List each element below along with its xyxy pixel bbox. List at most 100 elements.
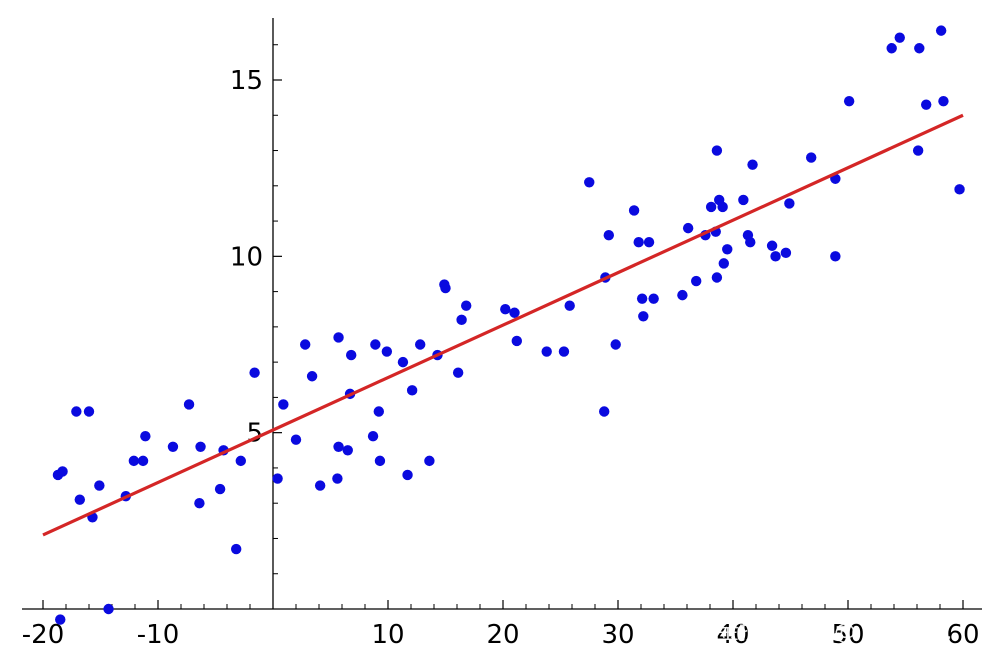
data-point: [914, 43, 925, 54]
data-point: [137, 455, 149, 467]
x-tick-label: 60: [946, 620, 979, 650]
data-point: [784, 198, 795, 209]
data-point: [314, 480, 326, 491]
data-point: [415, 339, 426, 350]
regression-line: [42, 113, 964, 537]
axes: [22, 18, 982, 610]
data-point: [272, 473, 283, 484]
data-point: [333, 441, 344, 452]
x-tick-label: 50: [831, 620, 864, 650]
data-point: [780, 247, 792, 259]
data-point: [346, 349, 357, 361]
data-point: [705, 201, 717, 213]
watermark-text: 掘金技术社区 @ 布客飞龙: [695, 620, 951, 645]
data-point: [231, 543, 242, 555]
x-tick-label: -10: [137, 620, 179, 650]
data-point: [71, 406, 82, 417]
data-point: [140, 430, 151, 442]
data-point: [511, 335, 522, 347]
y-tick-label: 5: [246, 419, 263, 449]
data-points: [52, 25, 965, 625]
data-point: [424, 455, 435, 467]
data-point: [747, 159, 758, 170]
data-point: [633, 237, 644, 248]
data-point: [610, 339, 621, 350]
data-point: [711, 272, 723, 283]
data-point: [94, 480, 105, 491]
data-point: [643, 237, 655, 248]
data-point: [636, 293, 648, 304]
x-tick-label: 20: [486, 620, 519, 650]
x-tick-label: 10: [371, 620, 404, 650]
data-point: [373, 406, 384, 417]
data-point: [718, 258, 729, 269]
data-point: [886, 43, 897, 54]
data-point: [332, 473, 343, 484]
data-point: [406, 385, 418, 396]
data-point: [278, 399, 289, 410]
data-point: [397, 356, 409, 368]
data-point: [843, 95, 855, 107]
regression-line-group: [42, 113, 964, 537]
x-tick-label: -20: [22, 620, 64, 650]
data-point: [342, 445, 353, 456]
data-point: [628, 205, 640, 216]
data-point: [55, 614, 66, 625]
data-point: [195, 441, 206, 452]
data-point: [935, 25, 947, 36]
data-point: [461, 300, 472, 311]
data-point: [509, 307, 520, 318]
data-point: [374, 455, 386, 467]
x-tick-label: 30: [601, 620, 634, 650]
data-point: [584, 177, 595, 188]
data-point: [541, 346, 552, 357]
data-point: [830, 251, 841, 262]
data-point: [440, 282, 451, 294]
data-point: [682, 222, 694, 234]
data-point: [306, 371, 318, 382]
data-point: [370, 339, 381, 350]
data-point: [766, 240, 778, 251]
data-point: [770, 251, 781, 262]
data-point: [954, 184, 965, 195]
data-point: [290, 434, 302, 445]
data-point: [648, 293, 659, 304]
data-point: [128, 455, 140, 467]
data-point: [912, 145, 924, 156]
data-point: [677, 289, 688, 301]
data-point: [194, 498, 205, 509]
data-point: [333, 332, 344, 343]
data-point: [402, 469, 413, 481]
data-point: [249, 367, 260, 378]
x-tick-label: 40: [716, 620, 749, 650]
data-point: [938, 95, 949, 107]
data-point: [564, 300, 575, 311]
data-point: [235, 455, 246, 467]
data-point: [894, 32, 905, 43]
data-point: [103, 603, 114, 615]
data-point: [745, 237, 756, 248]
data-point: [558, 346, 570, 357]
tick-marks: [42, 44, 964, 609]
data-point: [214, 483, 226, 495]
data-point: [381, 346, 393, 357]
data-point: [456, 314, 467, 326]
data-point: [921, 99, 932, 110]
tick-labels: -20 -10 10 20 30 40 50 60 5 10 15: [22, 66, 980, 650]
data-point: [722, 244, 733, 255]
y-tick-label: 15: [230, 66, 263, 96]
data-point: [452, 367, 464, 378]
data-point: [738, 194, 749, 206]
data-point: [367, 430, 379, 442]
data-point: [717, 201, 728, 213]
data-point: [57, 466, 68, 477]
watermark-group: 掘金技术社区 @ 布客飞龙: [695, 620, 951, 645]
data-point: [300, 339, 311, 350]
y-tick-label: 10: [230, 242, 263, 272]
data-point: [711, 145, 723, 156]
data-point: [167, 441, 179, 452]
data-point: [806, 152, 817, 163]
data-point: [83, 406, 95, 417]
data-point: [500, 304, 511, 315]
